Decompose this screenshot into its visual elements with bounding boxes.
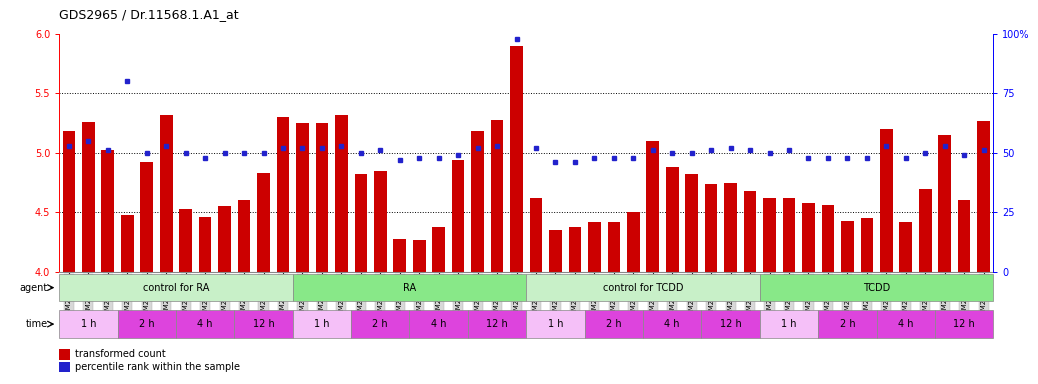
Bar: [59, 274, 293, 301]
Bar: [802, 203, 815, 272]
Text: RA: RA: [403, 283, 416, 293]
Bar: [218, 207, 230, 272]
Text: 2 h: 2 h: [373, 319, 388, 329]
Text: TCDD: TCDD: [863, 283, 891, 293]
Text: agent: agent: [20, 283, 48, 293]
Text: 12 h: 12 h: [953, 319, 975, 329]
Text: transformed count: transformed count: [75, 349, 165, 359]
Bar: [59, 310, 117, 338]
Bar: [293, 310, 351, 338]
Bar: [584, 310, 644, 338]
Text: GDS2965 / Dr.11568.1.A1_at: GDS2965 / Dr.11568.1.A1_at: [59, 8, 239, 21]
Bar: [822, 205, 835, 272]
Bar: [468, 310, 526, 338]
Bar: [760, 310, 818, 338]
Bar: [140, 162, 153, 272]
Bar: [393, 238, 406, 272]
Bar: [938, 135, 951, 272]
Text: time: time: [26, 319, 48, 329]
Bar: [763, 198, 775, 272]
Text: 4 h: 4 h: [664, 319, 680, 329]
Text: 1 h: 1 h: [548, 319, 564, 329]
Bar: [861, 218, 873, 272]
Text: 4 h: 4 h: [431, 319, 446, 329]
Bar: [526, 274, 760, 301]
Text: control for RA: control for RA: [143, 283, 209, 293]
Bar: [102, 151, 114, 272]
Bar: [471, 131, 484, 272]
Bar: [841, 221, 853, 272]
Bar: [351, 310, 409, 338]
Text: control for TCDD: control for TCDD: [603, 283, 683, 293]
Bar: [511, 46, 523, 272]
Bar: [919, 189, 931, 272]
Bar: [880, 129, 893, 272]
Bar: [666, 167, 679, 272]
Bar: [876, 310, 935, 338]
Bar: [409, 310, 468, 338]
Bar: [293, 274, 526, 301]
Bar: [818, 310, 876, 338]
Bar: [705, 184, 717, 272]
Bar: [702, 310, 760, 338]
Bar: [783, 198, 795, 272]
Text: 1 h: 1 h: [782, 319, 797, 329]
Text: 12 h: 12 h: [719, 319, 741, 329]
Text: 2 h: 2 h: [840, 319, 855, 329]
Bar: [725, 183, 737, 272]
Bar: [374, 171, 386, 272]
Bar: [685, 174, 698, 272]
Bar: [176, 310, 235, 338]
Bar: [413, 240, 426, 272]
Bar: [491, 119, 503, 272]
Bar: [257, 173, 270, 272]
Bar: [335, 115, 348, 272]
Text: percentile rank within the sample: percentile rank within the sample: [75, 362, 240, 372]
Bar: [433, 227, 445, 272]
Bar: [82, 122, 94, 272]
Text: 1 h: 1 h: [315, 319, 330, 329]
Bar: [549, 230, 562, 272]
Bar: [180, 209, 192, 272]
Bar: [296, 123, 308, 272]
Bar: [62, 131, 75, 272]
Bar: [117, 310, 176, 338]
Text: 1 h: 1 h: [81, 319, 97, 329]
Text: 4 h: 4 h: [898, 319, 913, 329]
Bar: [900, 222, 912, 272]
Bar: [526, 310, 584, 338]
Text: 2 h: 2 h: [139, 319, 155, 329]
Bar: [529, 198, 542, 272]
Bar: [589, 222, 601, 272]
Bar: [935, 310, 993, 338]
Bar: [452, 160, 464, 272]
Bar: [644, 310, 702, 338]
Bar: [647, 141, 659, 272]
Bar: [627, 212, 639, 272]
Bar: [958, 200, 971, 272]
Bar: [978, 121, 990, 272]
Text: 12 h: 12 h: [252, 319, 274, 329]
Bar: [744, 191, 757, 272]
Bar: [607, 222, 620, 272]
Text: 2 h: 2 h: [606, 319, 622, 329]
Bar: [160, 115, 172, 272]
Bar: [238, 200, 250, 272]
Bar: [316, 123, 328, 272]
Text: 12 h: 12 h: [486, 319, 508, 329]
Bar: [121, 215, 134, 272]
Bar: [760, 274, 993, 301]
Bar: [199, 217, 212, 272]
Bar: [235, 310, 293, 338]
Text: 4 h: 4 h: [197, 319, 213, 329]
Bar: [277, 117, 290, 272]
Bar: [355, 174, 367, 272]
Bar: [569, 227, 581, 272]
